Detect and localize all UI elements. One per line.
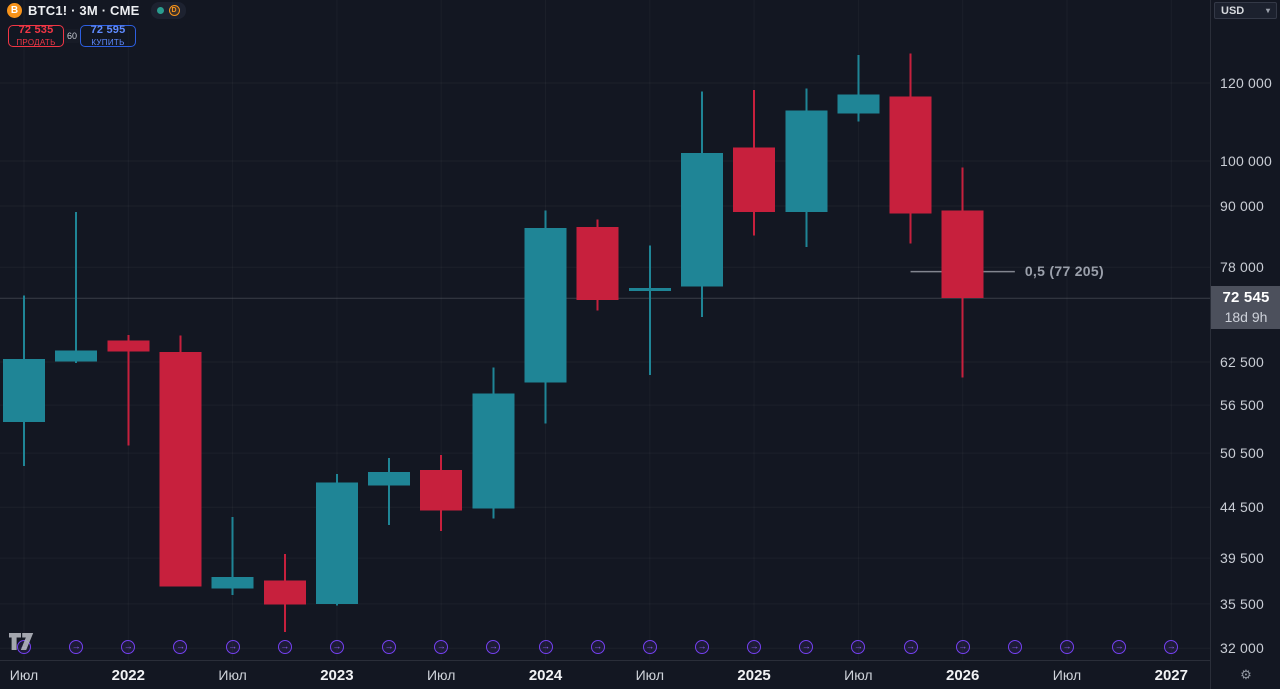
sell-label: ПРОДАТЬ — [16, 38, 56, 47]
trade-buttons-row: 72 535 ПРОДАТЬ 60 72 595 КУПИТЬ — [0, 25, 186, 47]
currency-selector[interactable]: USD ▾ — [1214, 2, 1277, 19]
candle-2024-Q2 — [576, 219, 619, 311]
candle-2025-Q2 — [785, 88, 828, 248]
price-tick-label: 35 500 — [1220, 595, 1265, 612]
contract-rollover-icon[interactable]: → — [590, 640, 605, 654]
contract-rollover-icon[interactable]: → — [1060, 640, 1074, 654]
contract-rollover-icon[interactable]: → — [955, 640, 970, 654]
price-tick-label: 100 000 — [1220, 152, 1273, 169]
market-status-pill[interactable]: D — [150, 1, 186, 19]
time-label-month: Июл — [218, 667, 247, 683]
contract-rollover-icon[interactable]: → — [903, 640, 918, 654]
contract-rollover-icon[interactable]: → — [694, 640, 709, 654]
contract-rollover-icon[interactable]: → — [486, 640, 501, 654]
candle-2024-Q3 — [628, 245, 671, 375]
price-axis[interactable]: USD ▾ 120 000 100 000 90 000 78 000 62 500 56… — [1210, 0, 1280, 689]
time-label-year: 2027 — [1154, 667, 1188, 684]
candle-2022-Q2 — [159, 335, 202, 587]
candle-2021-Q4 — [55, 212, 98, 363]
contract-rollover-icon[interactable]: → — [329, 640, 344, 654]
symbol-title-row: B BTC1! · 3M · CME D — [0, 0, 186, 19]
time-label-month: Июл — [9, 667, 39, 683]
fib-level-label[interactable]: 0,5 (77 205) — [1024, 262, 1104, 279]
bitcoin-icon: B — [7, 2, 22, 18]
time-label-month: Июл — [426, 667, 456, 683]
contract-rollover-icon[interactable]: → — [382, 640, 397, 654]
candle-2026-Q1 — [941, 167, 984, 378]
currency-label: USD — [1221, 4, 1245, 17]
chevron-down-icon: ▾ — [1265, 6, 1270, 15]
contract-rollover-icon[interactable]: → — [434, 640, 449, 654]
price-tick-label: 39 500 — [1220, 550, 1265, 567]
price-tick-label: 78 000 — [1220, 259, 1265, 276]
gear-icon[interactable]: ⚙ — [1240, 667, 1252, 682]
time-label-year: 2023 — [320, 667, 354, 684]
contract-rollover-icon[interactable]: → — [173, 640, 188, 654]
candle-2025-Q3 — [837, 54, 880, 122]
price-tick-label: 44 500 — [1220, 499, 1265, 516]
price-tick-label: 62 500 — [1220, 353, 1265, 370]
candle-2025-Q1 — [733, 89, 776, 236]
sell-price: 72 535 — [18, 24, 54, 36]
buy-label: КУПИТЬ — [91, 38, 125, 47]
contract-countdown: 18d 9h — [1224, 309, 1268, 326]
contract-rollover-icon[interactable]: → — [225, 640, 240, 654]
time-label-year: 2024 — [528, 667, 563, 684]
candle-2022-Q3 — [211, 516, 254, 595]
contract-rollover-icon[interactable]: → — [1164, 640, 1179, 654]
candle-2022-Q4 — [263, 553, 306, 632]
contract-rollover-icon[interactable]: → — [69, 640, 84, 654]
candle-2021-Q3 — [3, 295, 45, 467]
buy-button[interactable]: 72 595 КУПИТЬ — [80, 25, 136, 47]
contract-rollover-icon[interactable]: → — [1112, 640, 1127, 654]
candle-2024-Q1 — [524, 210, 567, 424]
current-price-label: 72 545 18d 9h — [1211, 286, 1280, 330]
symbol-title[interactable]: BTC1! · 3M · CME — [28, 2, 140, 18]
contract-rollover-icon[interactable]: → — [799, 640, 814, 654]
candle-2025-Q4 — [889, 53, 932, 244]
time-axis[interactable]: Июл 2022 Июл 2023 Июл 2024 Июл 2025 Июл 2026 Июл 20… — [0, 660, 1280, 689]
contract-rollover-icon[interactable]: → — [1007, 640, 1022, 654]
delayed-data-icon: D — [168, 4, 180, 16]
time-label-month: Июл — [844, 667, 873, 683]
time-label-year: 2025 — [737, 667, 771, 684]
contract-rollover-icon[interactable]: → — [851, 640, 866, 654]
price-tick-label: 90 000 — [1220, 198, 1265, 214]
candle-2024-Q4 — [680, 91, 723, 317]
price-tick-label: 32 000 — [1220, 640, 1265, 657]
candle-2023-Q2 — [368, 458, 411, 525]
time-label-year: 2026 — [946, 667, 980, 684]
candle-2023-Q1 — [315, 473, 358, 606]
spread-value: 60 — [64, 29, 80, 43]
time-label-month: Июл — [635, 667, 665, 683]
contract-rollover-icon[interactable]: → — [642, 640, 657, 654]
sell-button[interactable]: 72 535 ПРОДАТЬ — [8, 25, 64, 47]
candle-2023-Q3 — [420, 454, 463, 531]
price-tick-label: 56 500 — [1220, 397, 1265, 414]
time-label-year: 2022 — [111, 667, 145, 684]
chart-area[interactable] — [0, 0, 1210, 660]
market-open-dot-icon — [156, 6, 164, 14]
buy-price: 72 595 — [90, 24, 126, 36]
candle-2022-Q1 — [107, 334, 150, 446]
contract-rollover-icon[interactable]: → — [277, 640, 292, 654]
chart-header: B BTC1! · 3M · CME D 72 535 ПРОДАТЬ 60 7… — [0, 0, 186, 47]
contract-rollover-icon[interactable]: → — [747, 640, 762, 654]
current-price-value: 72 545 — [1222, 289, 1270, 307]
candle-2023-Q4 — [472, 367, 515, 519]
contract-rollover-icon[interactable]: → — [121, 640, 136, 654]
price-tick-label: 50 500 — [1220, 445, 1265, 462]
contract-rollover-icon[interactable]: → — [538, 640, 553, 654]
tradingview-logo[interactable] — [8, 631, 35, 653]
price-tick-label: 120 000 — [1220, 74, 1273, 91]
time-label-month: Июл — [1052, 667, 1082, 683]
